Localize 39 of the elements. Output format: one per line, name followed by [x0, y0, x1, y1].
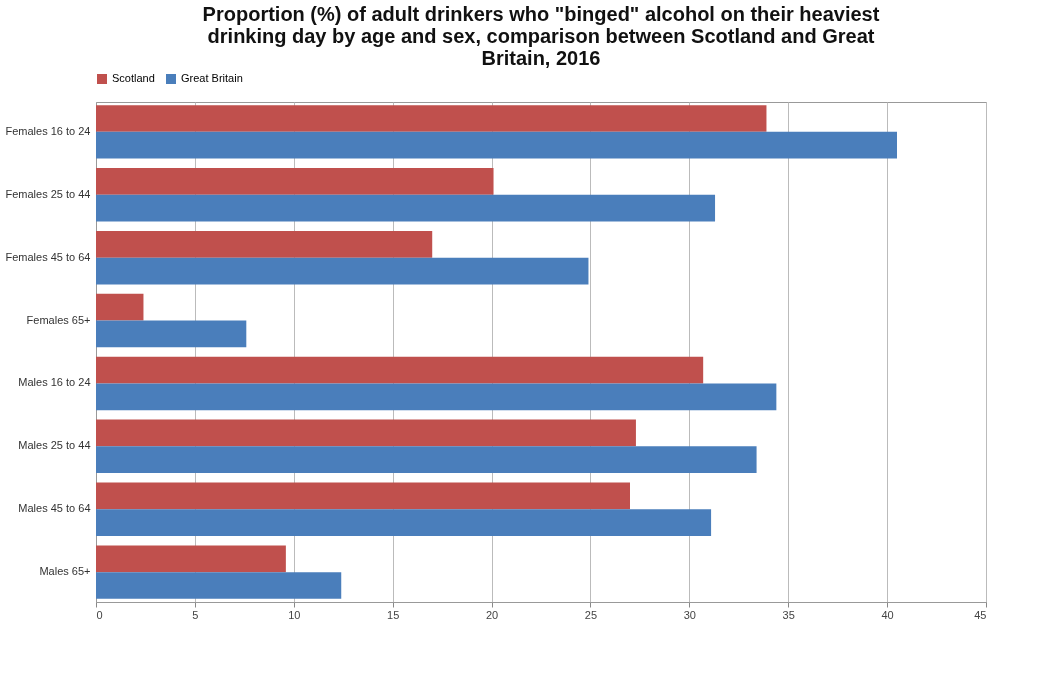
- bar: [96, 572, 342, 599]
- y-tick-label: Males 65+: [39, 565, 91, 578]
- bar: [96, 482, 630, 510]
- x-tick-label: 30: [683, 608, 696, 621]
- bar: [96, 105, 767, 132]
- bar: [96, 257, 589, 285]
- bar: [96, 356, 704, 384]
- bar: [96, 509, 712, 536]
- bar: [96, 320, 247, 348]
- bar: [96, 383, 777, 411]
- x-tick-label: 5: [192, 608, 199, 621]
- x-tick-label: 20: [485, 608, 499, 621]
- bar: [96, 419, 636, 447]
- legend-label: Great Britain: [181, 72, 243, 84]
- bar: [96, 545, 286, 573]
- y-tick-label: Females 65+: [26, 313, 91, 326]
- text: drinking day by age and sex, comparison between Scotland and Great: [207, 25, 875, 47]
- legend-label: Scotland: [112, 72, 155, 84]
- y-tick-label: Males 25 to 44: [18, 439, 91, 452]
- bar: [96, 168, 494, 195]
- x-tick-label: 40: [881, 608, 894, 621]
- x-tick-label: 10: [288, 608, 301, 621]
- bar: [96, 131, 897, 159]
- text: Proportion (%) of adult drinkers who "binged" alcohol on their heaviest: [202, 3, 880, 25]
- text: Britain, 2016: [481, 47, 601, 69]
- y-tick-label: Males 16 to 24: [18, 376, 91, 389]
- x-tick-label: 15: [387, 608, 400, 621]
- x-tick-label: 0: [96, 608, 103, 621]
- x-tick-label: 35: [782, 608, 795, 621]
- x-tick-label: 45: [974, 608, 987, 621]
- bar: [96, 293, 144, 321]
- y-tick-label: Females 45 to 64: [5, 250, 91, 263]
- bar: [96, 230, 433, 258]
- x-tick-label: 25: [584, 608, 598, 621]
- y-tick-label: Females 16 to 24: [5, 124, 91, 137]
- y-tick-label: Males 45 to 64: [18, 502, 91, 515]
- bar: [96, 194, 716, 222]
- bar: [96, 446, 757, 474]
- y-tick-label: Females 25 to 44: [5, 187, 91, 200]
